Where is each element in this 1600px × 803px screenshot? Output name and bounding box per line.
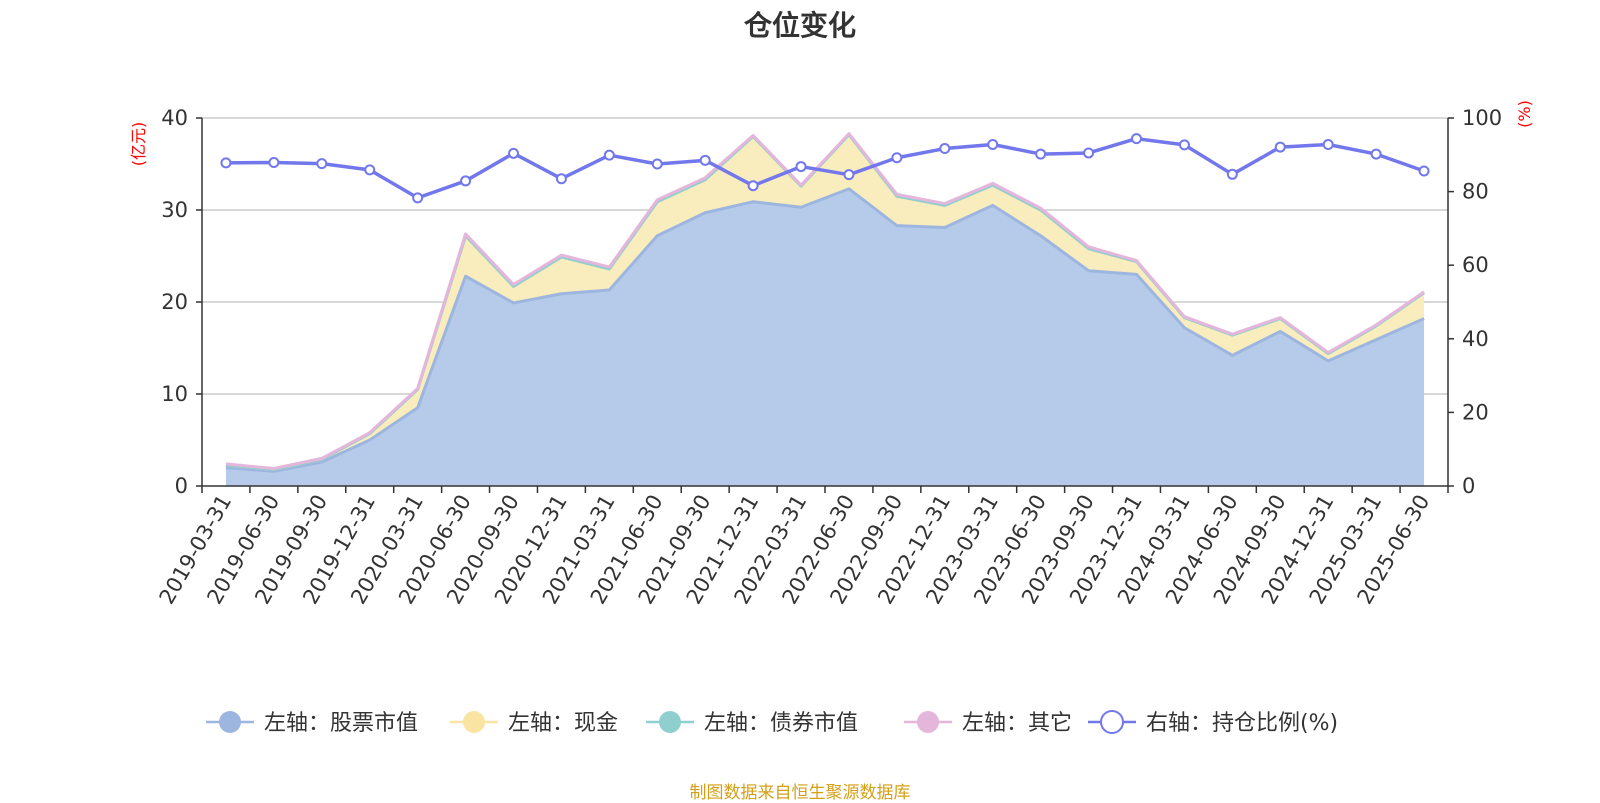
ratio-point: [699, 154, 711, 166]
area-9db6df: [225, 188, 1425, 486]
ratio-point: [508, 147, 519, 159]
legend-marker: [219, 711, 241, 733]
ratio-point: [1226, 168, 1238, 180]
ratio-point: [1131, 133, 1142, 145]
right-tick-label: 60: [1462, 253, 1489, 277]
ratio-line-path: [225, 136, 1425, 200]
right-tick-label: 0: [1462, 474, 1475, 498]
left-tick-label: 0: [175, 474, 188, 498]
ratio-point: [268, 157, 280, 169]
area-edge-line: [225, 187, 1425, 473]
left-tick-label: 30: [161, 198, 188, 222]
right-tick-label: 100: [1462, 106, 1502, 130]
ratio-point: [555, 173, 567, 185]
ratio-point: [939, 143, 951, 155]
legend-label: 左轴：股票市值: [264, 711, 418, 736]
right-axis-unit: (%): [1515, 100, 1534, 128]
ratio-point: [316, 158, 328, 170]
ratio-point: [1418, 165, 1430, 177]
left-tick-label: 10: [161, 382, 188, 406]
data-source-note: 制图数据来自恒生聚源数据库: [689, 783, 911, 803]
ratio-point: [1035, 148, 1047, 160]
ratio-point: [891, 152, 903, 164]
ratio-point: [1370, 148, 1382, 160]
ratio-point: [364, 164, 376, 176]
ratio-point: [1178, 139, 1190, 151]
area-edge-line: [225, 132, 1425, 471]
left-tick-label: 20: [161, 290, 188, 314]
legend-label: 右轴：持仓比例(%): [1146, 711, 1338, 736]
right-tick-label: 80: [1462, 180, 1489, 204]
ratio-point: [747, 180, 759, 192]
left-axis-unit: (亿元): [129, 122, 148, 167]
ratio-point: [651, 158, 663, 170]
legend-marker: [659, 711, 681, 733]
legend-marker: [917, 711, 939, 733]
ratio-point: [795, 161, 807, 173]
ratio-point: [412, 192, 424, 204]
legend-marker: [463, 711, 485, 733]
ratio-point: [460, 175, 472, 187]
ratio-point: [1083, 147, 1095, 159]
ratio-point: [987, 138, 999, 150]
legend: 左轴：股票市值 左轴：现金 左轴：债券市值 左轴：其它 右轴：持仓比例(%): [206, 710, 1338, 736]
chart-title: 仓位变化: [743, 10, 856, 41]
ratio-line: [220, 133, 1430, 204]
legend-label: 左轴：现金: [508, 711, 618, 736]
left-tick-label: 40: [161, 106, 188, 130]
ratio-point: [220, 157, 232, 169]
ratio-point: [843, 169, 855, 181]
legend-marker: [1100, 710, 1124, 734]
ratio-point: [603, 149, 615, 161]
right-tick-label: 40: [1462, 327, 1489, 351]
legend-label: 左轴：债券市值: [704, 711, 858, 736]
right-tick-label: 20: [1462, 400, 1489, 424]
stacked-areas: [225, 132, 1425, 486]
ratio-point: [1322, 138, 1334, 150]
ratio-point: [1274, 141, 1286, 153]
legend-label: 左轴：其它: [962, 711, 1072, 736]
